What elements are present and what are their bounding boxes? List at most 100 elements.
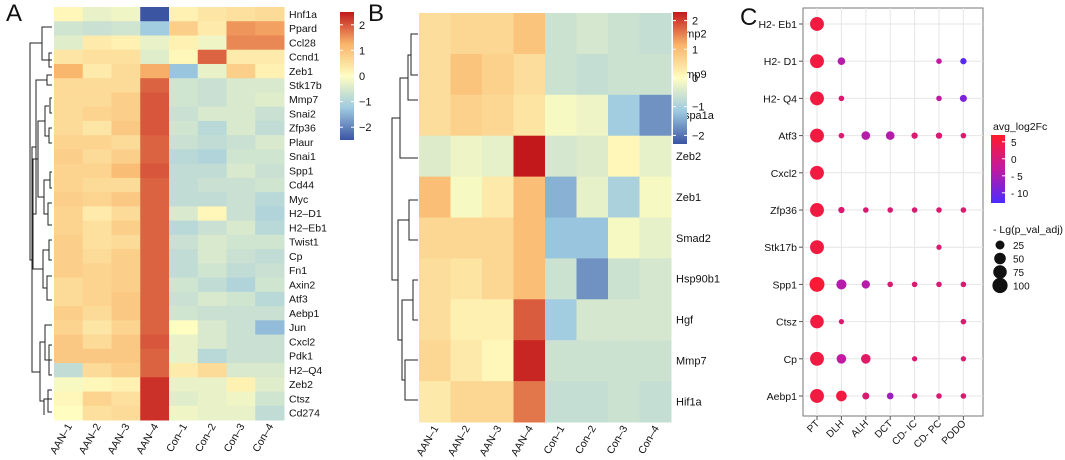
heatmap-a-cell (197, 206, 227, 222)
heatmap-a-cell (140, 348, 170, 364)
heatmap-a-cell (226, 263, 256, 279)
heatmap-b-cell (608, 13, 640, 55)
heatmap-b-cell (576, 94, 609, 137)
heatmap-a-cell (82, 391, 112, 407)
dotplot-y-label: Spp1 (772, 279, 797, 291)
heatmap-a-cell (226, 21, 256, 36)
heatmap-a-cell (226, 78, 256, 93)
heatmap-a-cell (140, 363, 170, 378)
heatmap-a-cell (82, 220, 112, 236)
heatmap-a-cell (197, 106, 227, 122)
heatmap-a-cell (111, 163, 141, 179)
dotplot-point (959, 94, 967, 102)
dotplot-point (936, 207, 942, 213)
heatmap-b-col-label: AAN–1 (414, 423, 441, 458)
heatmap-a-cell (197, 334, 227, 350)
heatmap-a-cell (111, 363, 141, 378)
dotplot-point (936, 244, 942, 250)
heatmap-a-row-label: Snai2 (289, 108, 316, 120)
heatmap-a-cell (111, 348, 141, 364)
heatmap-a-cell (197, 249, 227, 264)
heatmap-a-cell (54, 63, 84, 79)
heatmap-a-col-label: Con–2 (193, 421, 219, 454)
heatmap-a-cell (255, 263, 285, 279)
heatmap-a-cell (169, 92, 199, 108)
heatmap-a-cell (82, 348, 112, 364)
heatmap-a-cell (111, 277, 141, 293)
heatmap-b-cell (513, 340, 546, 382)
heatmap-b-cell (482, 94, 514, 137)
heatmap-a-cell (226, 234, 256, 250)
heatmap-b-cell (576, 258, 609, 300)
heatmap-a-cell (111, 78, 141, 93)
heatmap-a-cell (111, 106, 141, 122)
heatmap-b-cell (545, 299, 577, 341)
heatmap-a-cell (226, 348, 256, 364)
heatmap-a-cell (140, 35, 170, 51)
panel-letter-a: A (6, 0, 23, 27)
heatmap-a-cell (111, 334, 141, 350)
heatmap-b-cell (545, 340, 577, 382)
panel-letter-b: B (368, 0, 385, 27)
heatmap-a-cell (255, 334, 285, 350)
heatmap-b-cell (482, 258, 514, 300)
heatmap-a-cell (169, 391, 199, 407)
heatmap-a-cell (255, 377, 285, 393)
heatmap-a-cell (169, 63, 199, 79)
heatmap-b-cell (450, 258, 483, 300)
heatmap-a-row-label: Ctsz (289, 393, 310, 405)
heatmap-a-cell (111, 177, 141, 193)
heatmap-a-cell (197, 78, 227, 93)
heatmap-b-cell (576, 299, 609, 341)
dotplot-point (836, 390, 847, 402)
heatmap-a-cell (54, 92, 84, 108)
heatmap-a-cell (255, 348, 285, 364)
heatmap-a-cell (169, 120, 199, 136)
heatmap-a-cell (82, 249, 112, 264)
dotplot-point (936, 393, 942, 399)
heatmap-b-cell (639, 94, 672, 137)
heatmap-a-cell (226, 192, 256, 207)
heatmap-b-cell (639, 217, 672, 259)
heatmap-a-cell (140, 234, 170, 250)
heatmap-a-row-label: Stk17b (289, 80, 322, 92)
heatmap-a-cell (169, 220, 199, 236)
heatmap-a-row-label: Pdk1 (289, 351, 313, 363)
heatmap-a-cell (255, 163, 285, 179)
heatmap-a-cell (54, 192, 84, 207)
heatmap-a-cell (226, 177, 256, 193)
heatmap-b-cell (482, 135, 514, 178)
heatmap-a-cell (140, 334, 170, 350)
heatmap-a-row-label: Cxcl2 (289, 336, 315, 348)
heatmap-b-cell (482, 299, 514, 341)
heatmap-a-cell (255, 220, 285, 236)
heatmap-a-cell (111, 63, 141, 79)
dotplot-color-legend-label: 0 (1011, 155, 1017, 166)
heatmap-b-cell (608, 217, 640, 259)
heatmap-a-cell (140, 263, 170, 279)
heatmap-a-cell (54, 249, 84, 264)
heatmap-a-cell (169, 363, 199, 378)
heatmap-a-cell (197, 149, 227, 165)
heatmap-b-cell (639, 381, 672, 423)
heatmap-a-cell (111, 206, 141, 222)
heatmap-a-cell (140, 405, 170, 421)
heatmap-b-cell (608, 299, 640, 341)
heatmap-a-cell (255, 135, 285, 150)
dotplot-point (960, 207, 967, 213)
heatmap-a-row-label: Fn1 (289, 265, 307, 277)
dotplot-point (885, 131, 895, 140)
heatmap-a-row-label: Jun (289, 322, 306, 334)
heatmap-b-cell (482, 217, 514, 259)
dotplot-y-label: H2- D1 (764, 56, 797, 68)
heatmap-a-cell (54, 405, 84, 421)
heatmap-a-cell (197, 49, 227, 65)
heatmap-a-row-label: Snai1 (289, 151, 316, 163)
heatmap-a-cell (82, 334, 112, 350)
heatmap-a-cell (169, 320, 199, 336)
heatmap-a-cell (82, 263, 112, 279)
heatmap-b-cell (513, 53, 546, 96)
heatmap-a-cell (255, 206, 285, 222)
heatmap-a-cell (226, 7, 256, 22)
heatmap-a-cell (82, 306, 112, 321)
